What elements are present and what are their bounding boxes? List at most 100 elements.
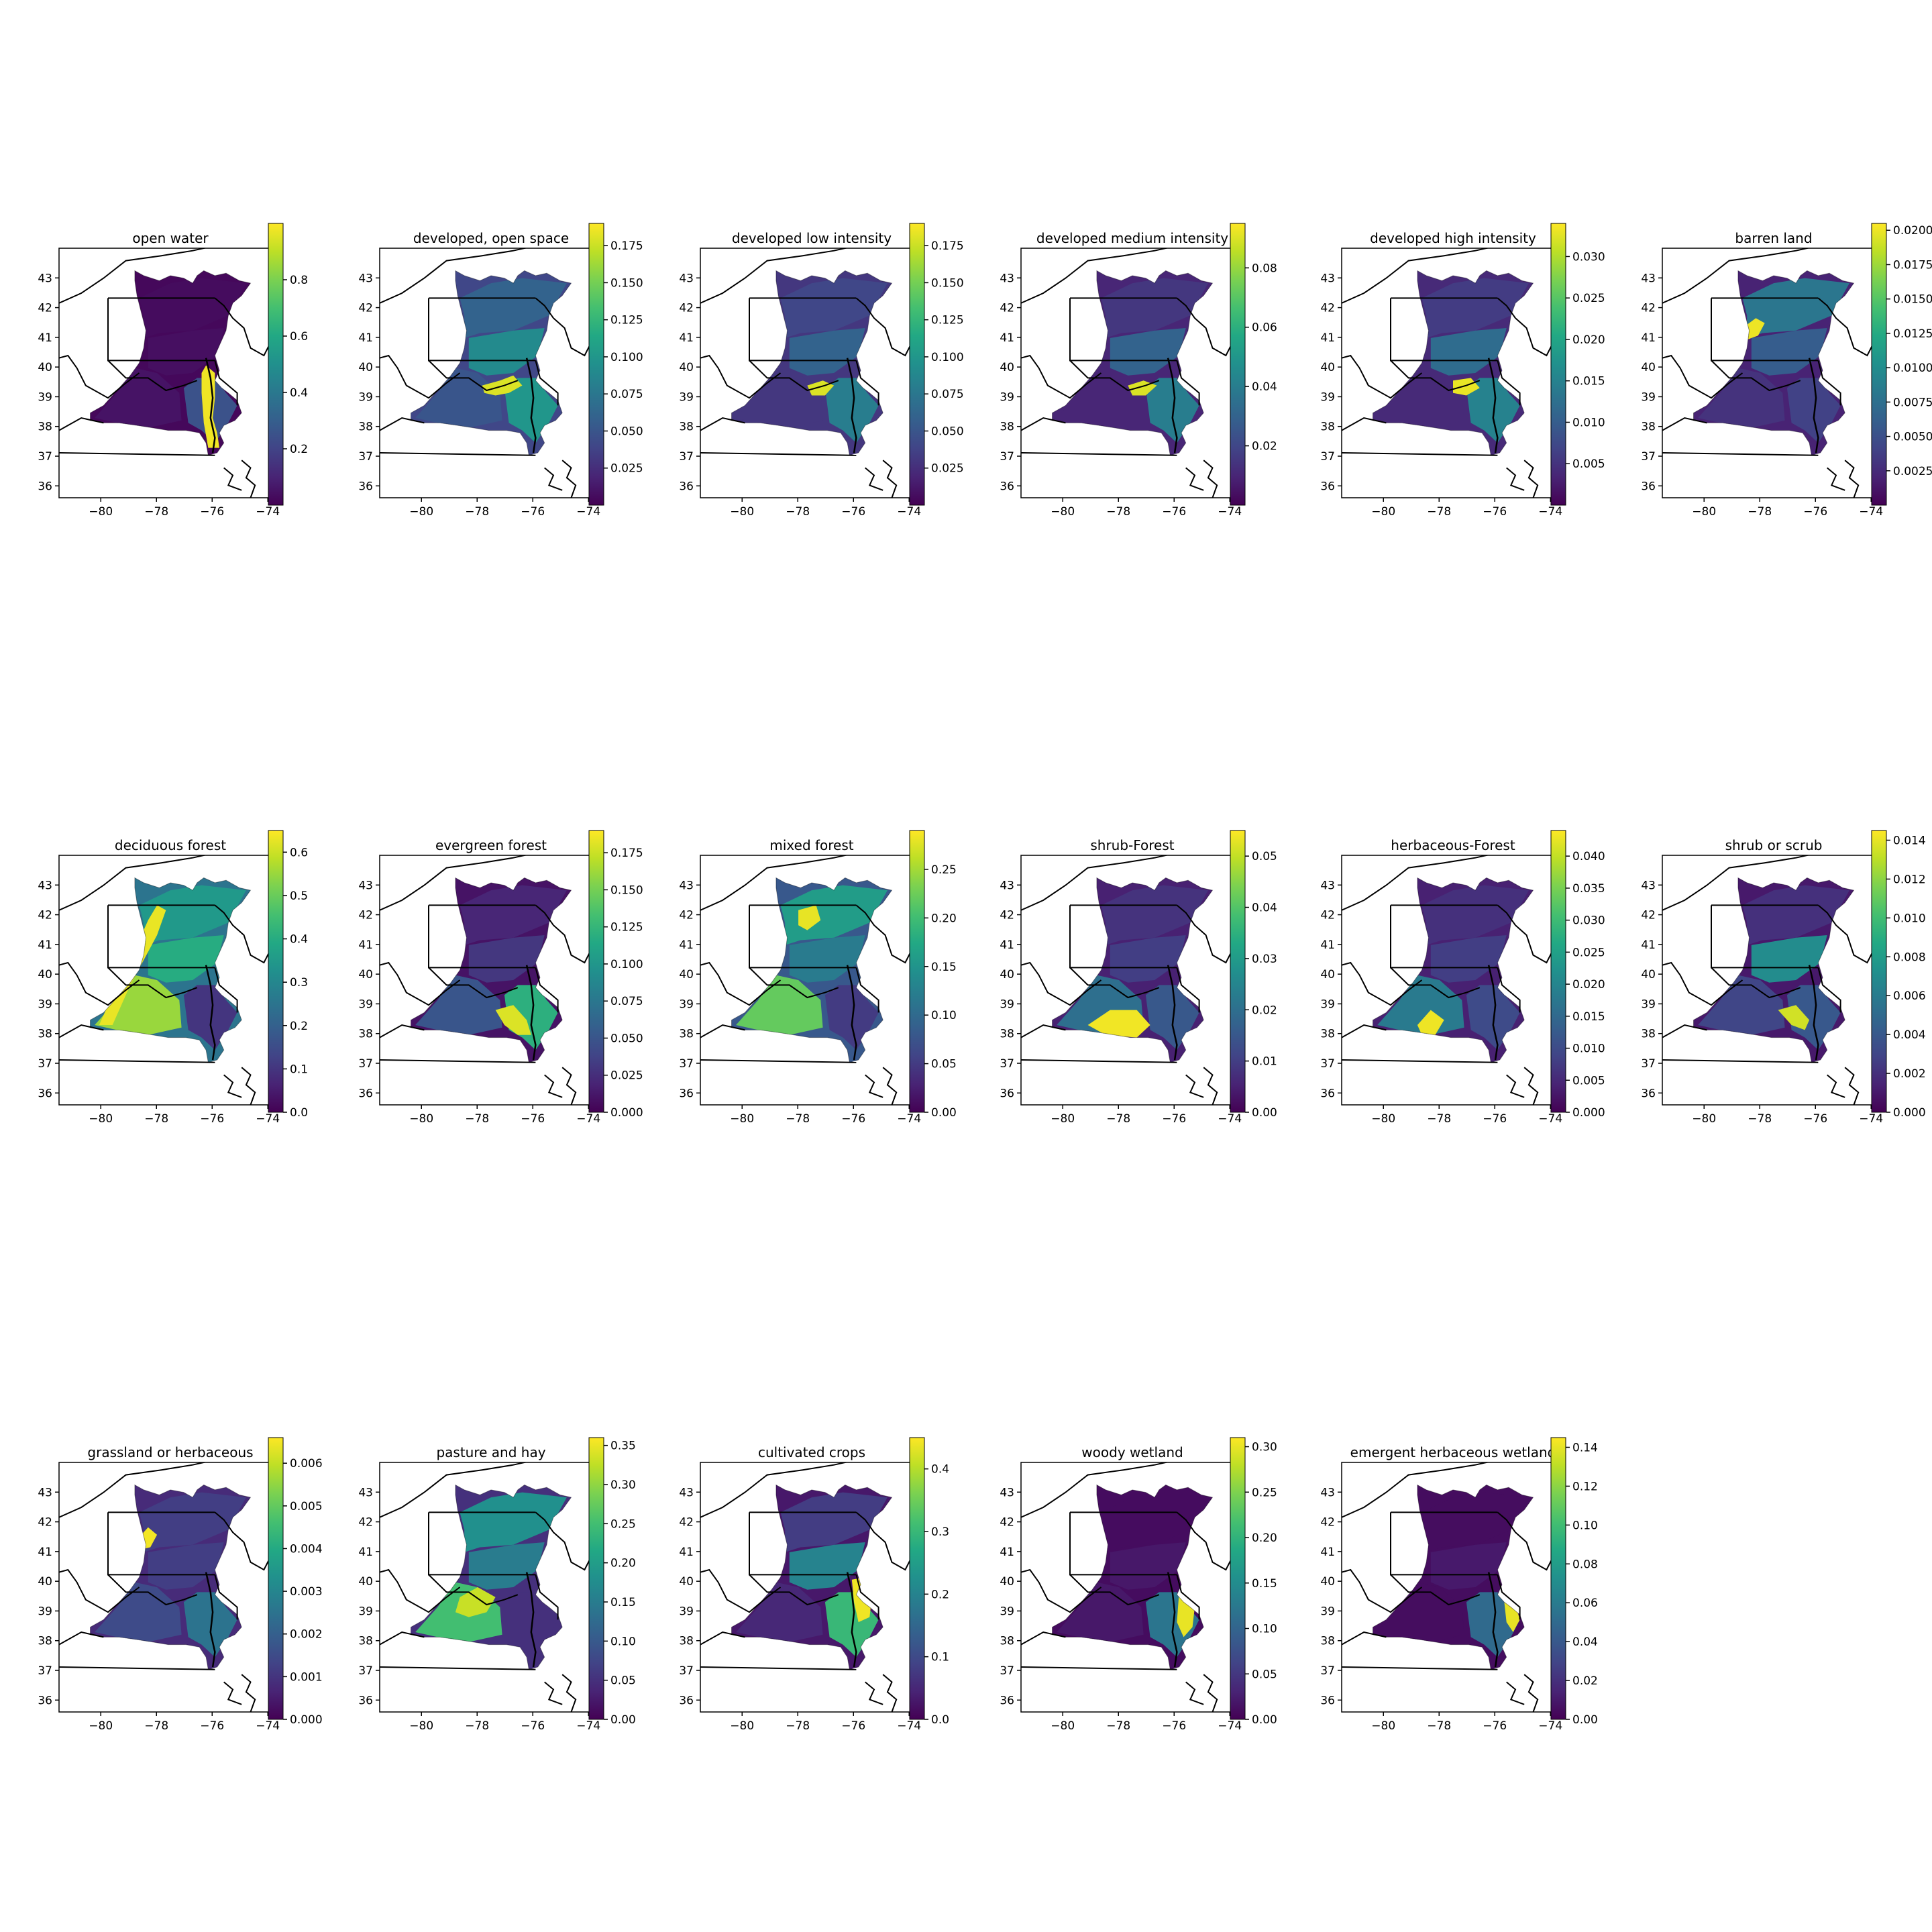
region-north [460, 885, 567, 945]
state-border [59, 1024, 104, 1038]
colorbar-tick-label: 0.14 [1572, 1441, 1598, 1454]
x-tick-label: −76 [521, 1112, 545, 1126]
region-north [1421, 1492, 1529, 1552]
state-border [855, 1574, 879, 1620]
state-border [882, 1674, 898, 1712]
state-border [380, 855, 528, 911]
x-tick-label: −74 [897, 1112, 921, 1126]
y-tick-label: 40 [38, 1575, 52, 1589]
panel-1: open water −80 −78 −76 −74 36 37 38 39 40 41 42 43 0.… [38, 223, 308, 519]
x-tick-label: −74 [897, 505, 921, 519]
state-border [749, 967, 839, 999]
bay-shoreline [525, 1572, 537, 1668]
colorbar-tick-label: 0.030 [1572, 250, 1605, 264]
colorbar [588, 830, 604, 1113]
state-border [380, 961, 461, 1006]
x-tick-label: −74 [256, 1719, 280, 1733]
state-border [561, 460, 577, 498]
state-border [1185, 1681, 1204, 1705]
watershed-outline [1373, 877, 1534, 1063]
colorbar-tick-label: 0.04 [1572, 1635, 1598, 1649]
y-tick-label: 41 [1000, 331, 1014, 345]
colorbar-tick-label: 0.1 [931, 1651, 949, 1664]
x-tick-label: −76 [200, 505, 224, 519]
watershed-outline [90, 270, 252, 456]
y-tick-label: 41 [358, 331, 373, 345]
state-border [223, 1074, 242, 1098]
x-tick-label: −76 [521, 1719, 545, 1733]
region-central [148, 935, 224, 983]
colorbar-tick-label: 0.001 [290, 1670, 323, 1684]
panel-title: developed high intensity [1370, 230, 1536, 246]
y-tick-label: 43 [1320, 879, 1335, 892]
map-area [1342, 855, 1564, 1105]
watershed-outline [1052, 270, 1214, 456]
colorbar-tick-label: 0.004 [1893, 1028, 1926, 1042]
panel-title: shrub-Forest [1090, 837, 1174, 853]
state-border [1662, 417, 1707, 431]
colorbar-tick-label: 0.0200 [1893, 224, 1932, 237]
region-north [1742, 885, 1849, 945]
colorbar-tick-label: 0.2 [931, 1588, 949, 1601]
y-tick-label: 37 [1320, 450, 1335, 464]
y-tick-label: 42 [1641, 909, 1656, 922]
colorbar [1871, 830, 1887, 1113]
panel-10: shrub-Forest −80 −78 −76 −74 36 37 38 39 40 41 42 43… [1000, 830, 1277, 1126]
state-border [855, 967, 879, 1013]
x-tick-label: −76 [1803, 505, 1827, 519]
y-tick-label: 39 [358, 390, 373, 404]
colorbar-tick-label: 0.1 [290, 1063, 308, 1076]
region-group [1057, 1492, 1208, 1658]
y-tick-label: 38 [358, 1028, 373, 1041]
region-group [1377, 885, 1529, 1051]
watershed-outline [1693, 877, 1855, 1063]
colorbar-tick-label: 0.00 [1572, 1713, 1598, 1727]
colorbar-tick-label: 0.100 [610, 958, 643, 971]
y-tick-label: 43 [1000, 879, 1014, 892]
y-tick-label: 41 [1320, 331, 1335, 345]
panel-5: developed high intensity −80 −78 −76 −74 36 37… [1320, 223, 1605, 519]
y-tick-label: 40 [38, 361, 52, 374]
region-central [1110, 328, 1186, 376]
colorbar-tick-label: 0.012 [1893, 873, 1926, 886]
state-border [535, 1574, 559, 1620]
state-border [1662, 961, 1743, 1006]
state-border [223, 1681, 242, 1705]
panel-16: woody wetland −80 −78 −76 −74 36 37 38 39 40 41 42 4… [1000, 1437, 1277, 1733]
y-tick-label: 43 [1000, 272, 1014, 285]
state-border [380, 1024, 425, 1038]
state-border [535, 967, 559, 1013]
bay-shoreline [1167, 358, 1178, 453]
y-tick-label: 38 [1320, 421, 1335, 434]
watershed-outline [90, 877, 252, 1063]
panel-title: developed, open space [413, 230, 569, 246]
state-border [700, 1568, 782, 1613]
state-border [1021, 961, 1102, 1006]
colorbar-tick-label: 0.175 [931, 239, 964, 253]
state-border [1342, 1666, 1498, 1670]
x-tick-label: −78 [1106, 1719, 1130, 1733]
state-border [1069, 360, 1160, 392]
x-tick-label: −76 [841, 505, 865, 519]
x-tick-label: −76 [841, 1719, 865, 1733]
x-tick-label: −78 [1427, 505, 1451, 519]
x-tick-label: −78 [786, 1112, 810, 1126]
y-tick-label: 42 [358, 302, 373, 315]
y-tick-label: 39 [358, 1605, 373, 1618]
x-tick-label: −80 [1692, 505, 1716, 519]
watershed-outline [1693, 270, 1855, 456]
y-tick-label: 37 [38, 1057, 52, 1071]
region-north [1742, 278, 1849, 338]
state-border [1203, 1674, 1218, 1712]
region-north [1421, 885, 1529, 945]
panel-title: barren land [1735, 230, 1812, 246]
bay-shoreline [205, 1572, 216, 1668]
watershed-outline [1373, 1484, 1534, 1670]
region-hotspot [1417, 1010, 1444, 1035]
y-tick-label: 39 [1641, 390, 1656, 404]
y-tick-label: 42 [1320, 909, 1335, 922]
state-border [428, 1574, 519, 1606]
colorbar-tick-label: 0.000 [1893, 1106, 1926, 1120]
colorbar-tick-label: 0.100 [610, 351, 643, 364]
state-border [561, 1067, 577, 1105]
